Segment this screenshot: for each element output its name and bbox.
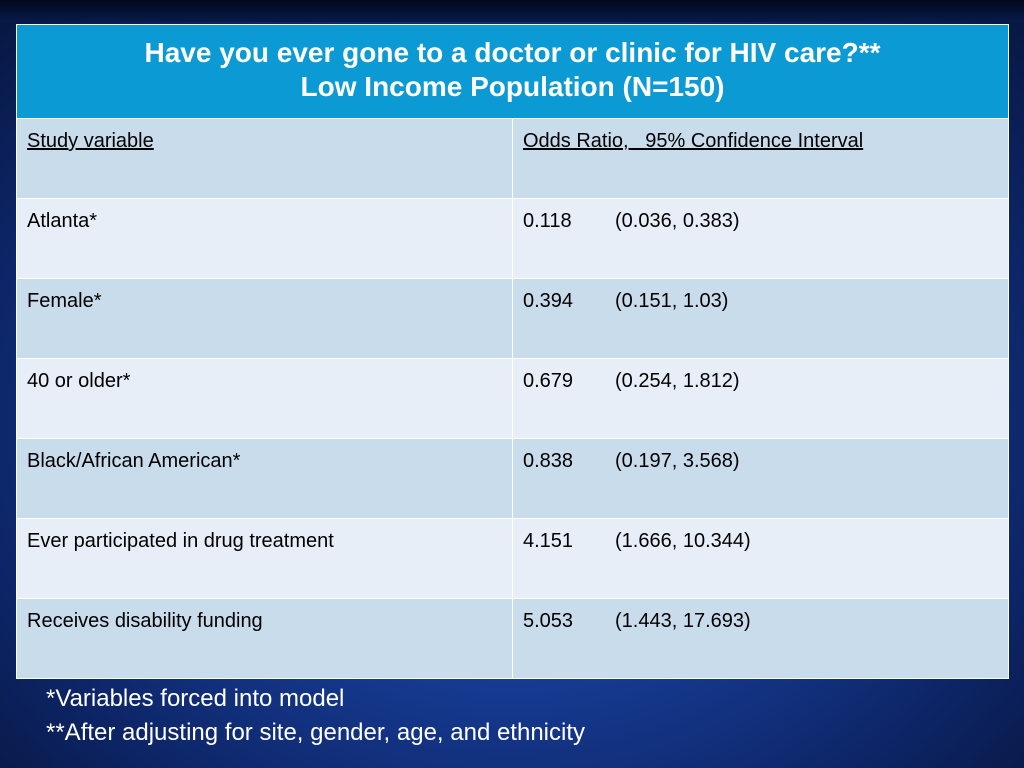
cell-odds-ratio: 5.053 (1.443, 17.693) bbox=[511, 598, 1010, 679]
table-row: Atlanta* 0.118 (0.036, 0.383) bbox=[16, 198, 1010, 279]
confidence-interval: (0.254, 1.812) bbox=[615, 370, 740, 392]
table-title-row: Have you ever gone to a doctor or clinic… bbox=[15, 24, 1010, 119]
confidence-interval: (0.151, 1.03) bbox=[615, 290, 729, 312]
table-row: Female* 0.394 (0.151, 1.03) bbox=[16, 278, 1010, 359]
cell-odds-ratio: 0.679 (0.254, 1.812) bbox=[511, 358, 1010, 439]
cell-odds-ratio: 0.118 (0.036, 0.383) bbox=[511, 198, 1010, 279]
cell-odds-ratio: 0.838 (0.197, 3.568) bbox=[511, 438, 1010, 519]
odds-ratio-value: 0.394 bbox=[523, 290, 574, 312]
footnote-adjustment: **After adjusting for site, gender, age,… bbox=[46, 719, 586, 746]
cell-variable: Atlanta* bbox=[16, 198, 513, 279]
cell-variable: Ever participated in drug treatment bbox=[16, 518, 513, 599]
confidence-interval: (1.443, 17.693) bbox=[615, 610, 751, 632]
footnote-forced-variables: *Variables forced into model bbox=[46, 685, 345, 712]
odds-ratio-value: 4.151 bbox=[523, 530, 574, 552]
table-header-row: Study variable Odds Ratio, 95% Confidenc… bbox=[16, 118, 1010, 199]
odds-ratio-value: 0.679 bbox=[523, 370, 574, 392]
header-odds-ratio-label: Odds Ratio, 95% Confidence Interval bbox=[523, 130, 864, 152]
odds-ratio-value: 5.053 bbox=[523, 610, 574, 632]
confidence-interval: (1.666, 10.344) bbox=[615, 530, 751, 552]
confidence-interval: (0.197, 3.568) bbox=[615, 450, 740, 472]
header-odds-ratio: Odds Ratio, 95% Confidence Interval bbox=[511, 118, 1010, 199]
odds-ratio-value: 0.838 bbox=[523, 450, 574, 472]
cell-variable: Black/African American* bbox=[16, 438, 513, 519]
title-line-2: Low Income Population (N=150) bbox=[300, 71, 725, 102]
table-row: Receives disability funding 5.053 (1.443,… bbox=[16, 598, 1010, 679]
title-line-1: Have you ever gone to a doctor or clinic… bbox=[144, 37, 881, 68]
odds-ratio-table: Have you ever gone to a doctor or clinic… bbox=[15, 24, 1010, 679]
cell-variable: Receives disability funding bbox=[16, 598, 513, 679]
odds-ratio-value: 0.118 bbox=[523, 210, 572, 232]
slide-title: Have you ever gone to a doctor or clinic… bbox=[15, 24, 1010, 119]
cell-odds-ratio: 4.151 (1.666, 10.344) bbox=[511, 518, 1010, 599]
header-study-variable-label: Study variable bbox=[27, 130, 154, 152]
cell-odds-ratio: 0.394 (0.151, 1.03) bbox=[511, 278, 1010, 359]
confidence-interval: (0.036, 0.383) bbox=[615, 210, 740, 232]
header-study-variable: Study variable bbox=[16, 118, 513, 199]
cell-variable: Female* bbox=[16, 278, 513, 359]
table-row: Ever participated in drug treatment 4.15… bbox=[16, 518, 1010, 599]
slide-top-band bbox=[0, 0, 1024, 22]
table-row: Black/African American* 0.838 (0.197, 3.5… bbox=[16, 438, 1010, 519]
table-row: 40 or older* 0.679 (0.254, 1.812) bbox=[16, 358, 1010, 439]
cell-variable: 40 or older* bbox=[16, 358, 513, 439]
footnotes: *Variables forced into model **After adj… bbox=[46, 682, 585, 750]
